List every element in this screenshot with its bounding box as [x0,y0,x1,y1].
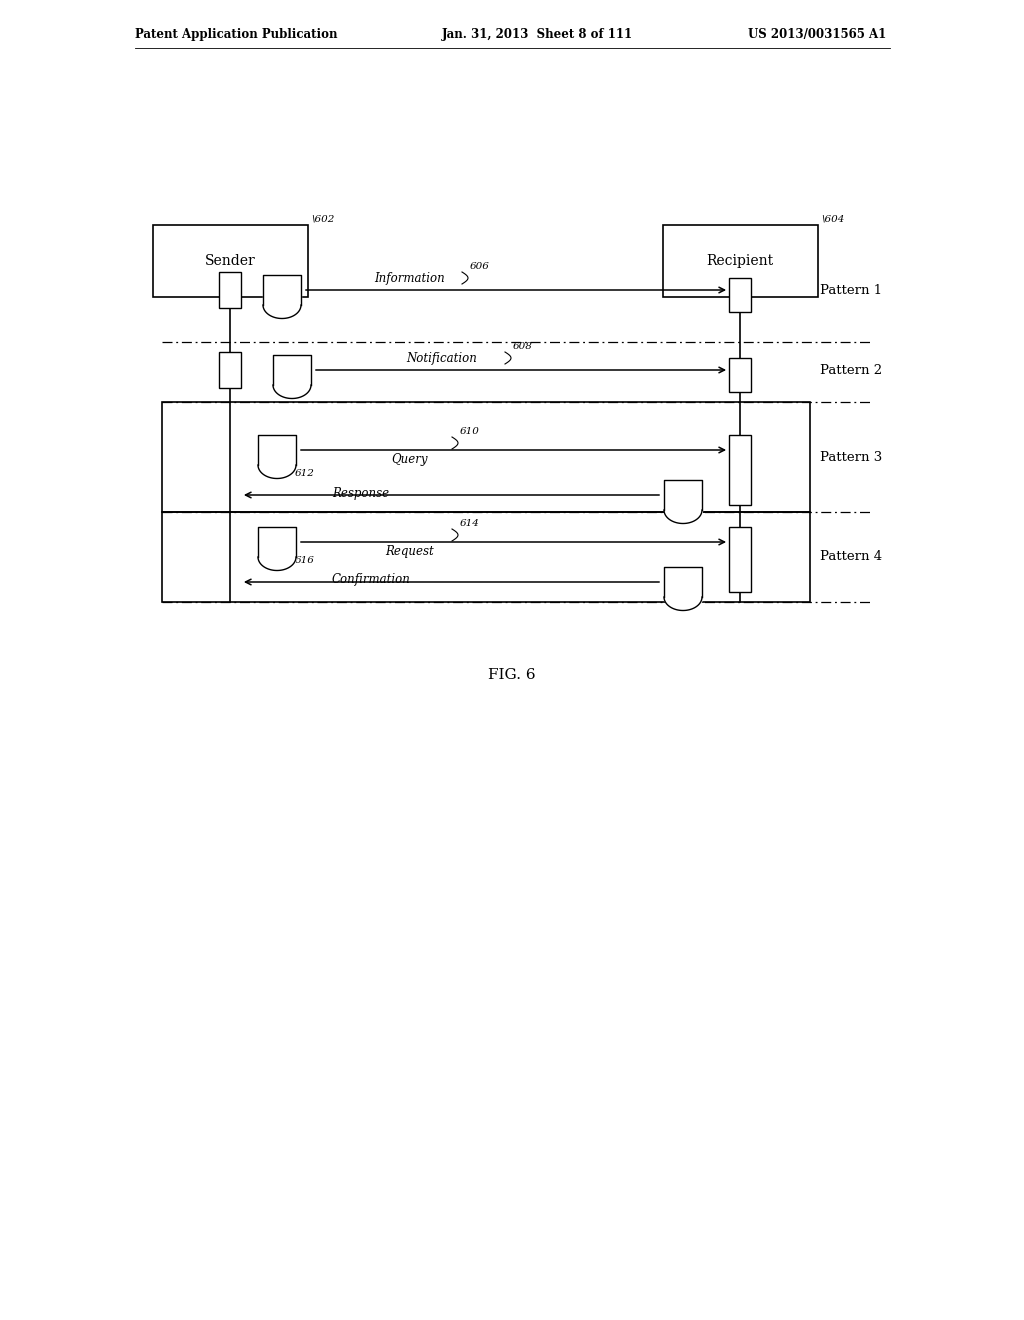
Text: \604: \604 [821,214,845,223]
Text: 616: 616 [295,556,314,565]
Polygon shape [664,568,702,597]
Text: Pattern 1: Pattern 1 [820,284,882,297]
Text: Recipient: Recipient [707,253,773,268]
Text: 606: 606 [470,261,489,271]
Bar [729,279,751,312]
Bar [162,403,810,512]
Text: US 2013/0031565 A1: US 2013/0031565 A1 [748,28,886,41]
Text: Information: Information [375,272,445,285]
Polygon shape [273,355,311,385]
Text: 614: 614 [460,519,480,528]
Polygon shape [263,275,301,305]
Bar [729,436,751,506]
Text: Confirmation: Confirmation [332,573,411,586]
Bar [663,224,817,297]
Polygon shape [664,480,702,510]
Text: Jan. 31, 2013  Sheet 8 of 111: Jan. 31, 2013 Sheet 8 of 111 [442,28,633,41]
Bar [153,224,307,297]
Text: Request: Request [386,545,434,558]
Text: Sender: Sender [205,253,255,268]
Text: Notification: Notification [407,352,477,366]
Polygon shape [258,527,296,557]
Bar [219,272,241,308]
Text: 610: 610 [460,426,480,436]
Text: Pattern 2: Pattern 2 [820,363,882,376]
Bar [729,358,751,392]
Polygon shape [258,436,296,465]
Text: Patent Application Publication: Patent Application Publication [135,28,338,41]
Text: Query: Query [392,453,428,466]
Bar [219,352,241,388]
Text: 608: 608 [513,342,532,351]
Text: FIG. 6: FIG. 6 [488,668,536,682]
Text: Pattern 3: Pattern 3 [820,450,883,463]
Text: \602: \602 [311,214,335,223]
Text: Pattern 4: Pattern 4 [820,550,882,564]
Bar [729,527,751,591]
Text: 612: 612 [295,469,314,478]
Bar [162,512,810,602]
Text: Response: Response [332,487,389,499]
